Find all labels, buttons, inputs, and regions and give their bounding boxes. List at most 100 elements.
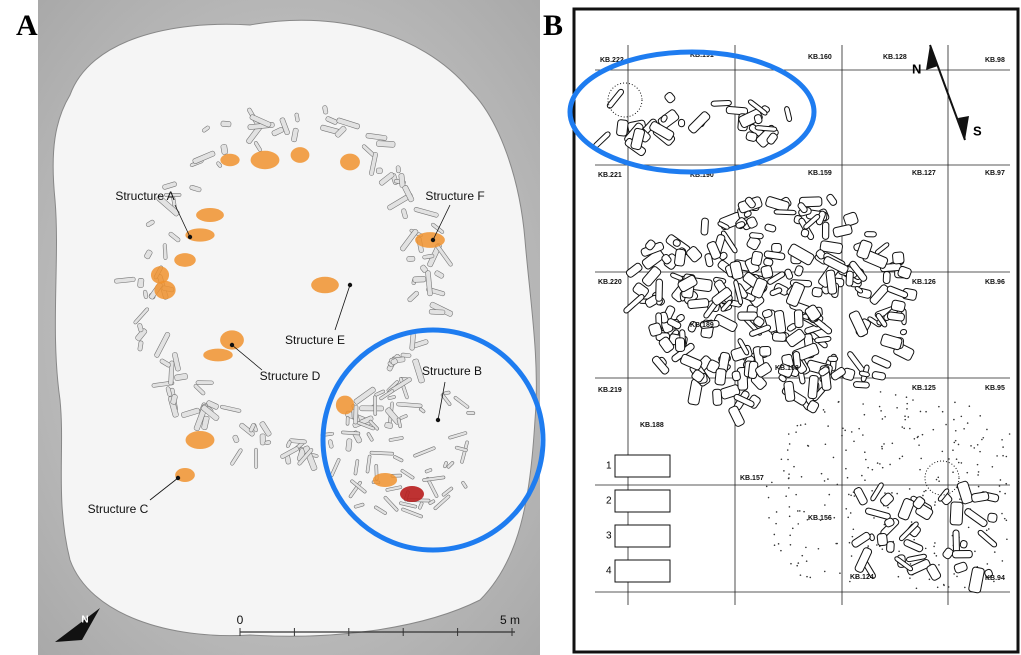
bone-outline — [808, 375, 819, 399]
stipple — [781, 458, 783, 460]
stipple — [774, 544, 776, 546]
stipple — [805, 423, 807, 425]
bone — [264, 440, 271, 445]
stipple — [864, 451, 866, 453]
stipple — [901, 426, 903, 428]
ochre-patch — [154, 281, 175, 299]
stipple — [977, 444, 979, 446]
bone — [354, 405, 359, 424]
bone — [376, 168, 382, 174]
bone-outline — [674, 249, 686, 267]
stipple — [906, 396, 908, 398]
stipple — [850, 494, 852, 496]
stipple — [936, 555, 938, 557]
stipple — [851, 555, 853, 557]
stipple — [948, 586, 950, 588]
stipple — [867, 467, 869, 469]
stipple — [1001, 513, 1003, 515]
stipple — [851, 431, 853, 433]
stipple — [873, 517, 875, 519]
stipple — [934, 542, 936, 544]
stipple — [807, 445, 809, 447]
stipple — [1002, 455, 1004, 457]
bone-outline — [892, 252, 904, 264]
stipple — [871, 490, 873, 492]
stipple — [967, 422, 969, 424]
stipple — [889, 464, 891, 466]
stipple — [847, 517, 849, 519]
stipple — [872, 469, 874, 471]
stipple — [854, 495, 856, 497]
stipple — [945, 424, 947, 426]
bone-outline — [883, 271, 890, 283]
grid-label: KB.97 — [985, 170, 1005, 177]
stipple — [862, 403, 864, 405]
ochre-patch — [196, 208, 224, 222]
stipple — [938, 406, 940, 408]
bone — [221, 144, 229, 155]
stipple — [981, 439, 983, 441]
structure-label: Structure D — [260, 369, 321, 383]
bone-outline — [846, 271, 854, 286]
stipple — [880, 391, 882, 393]
stipple — [892, 442, 894, 444]
stipple — [937, 477, 939, 479]
stipple — [795, 431, 797, 433]
stipple — [838, 401, 840, 403]
legend-box — [615, 560, 670, 582]
stipple — [795, 494, 797, 496]
stipple — [833, 517, 835, 519]
stipple — [796, 565, 798, 567]
bone-outline — [801, 229, 810, 238]
stipple — [839, 572, 841, 574]
bone — [137, 278, 144, 288]
bone-outline — [950, 502, 963, 525]
stipple — [783, 470, 785, 472]
stipple — [1001, 439, 1003, 441]
red-patch — [400, 486, 424, 502]
bone-outline — [675, 338, 684, 352]
bone-outline — [891, 300, 906, 313]
grid-label: KB.96 — [985, 279, 1005, 286]
stipple — [938, 480, 940, 482]
bone — [254, 448, 257, 468]
stipple — [911, 521, 913, 523]
stipple — [952, 471, 954, 473]
stipple — [853, 441, 855, 443]
stipple — [881, 448, 883, 450]
stipple — [920, 411, 922, 413]
structure-point — [230, 343, 234, 347]
grid-label: KB.221 — [598, 172, 622, 179]
legend-box — [615, 525, 670, 547]
grid-label: KB.158 — [775, 365, 799, 372]
stipple — [879, 406, 881, 408]
stipple — [864, 414, 866, 416]
stipple — [780, 550, 782, 552]
bone-outline — [616, 119, 628, 136]
stipple — [824, 571, 826, 573]
stipple — [801, 476, 803, 478]
stipple — [862, 434, 864, 436]
bone — [346, 417, 349, 426]
stipple — [909, 428, 911, 430]
stipple — [917, 436, 919, 438]
stipple — [788, 433, 790, 435]
ochre-patch — [291, 147, 310, 163]
stipple — [803, 511, 805, 513]
structure-point — [188, 235, 192, 239]
stipple — [979, 451, 981, 453]
stipple — [909, 577, 911, 579]
stipple — [958, 462, 960, 464]
structure-point — [348, 283, 352, 287]
stipple — [768, 517, 770, 519]
stipple — [982, 437, 984, 439]
bone-outline — [711, 100, 731, 106]
bone-outline — [853, 381, 869, 388]
stipple — [1006, 519, 1008, 521]
bone-outline — [822, 222, 828, 239]
ochre-patch — [186, 431, 215, 449]
bone — [407, 256, 415, 261]
stipple — [913, 539, 915, 541]
stipple — [847, 477, 849, 479]
stipple — [1006, 456, 1008, 458]
